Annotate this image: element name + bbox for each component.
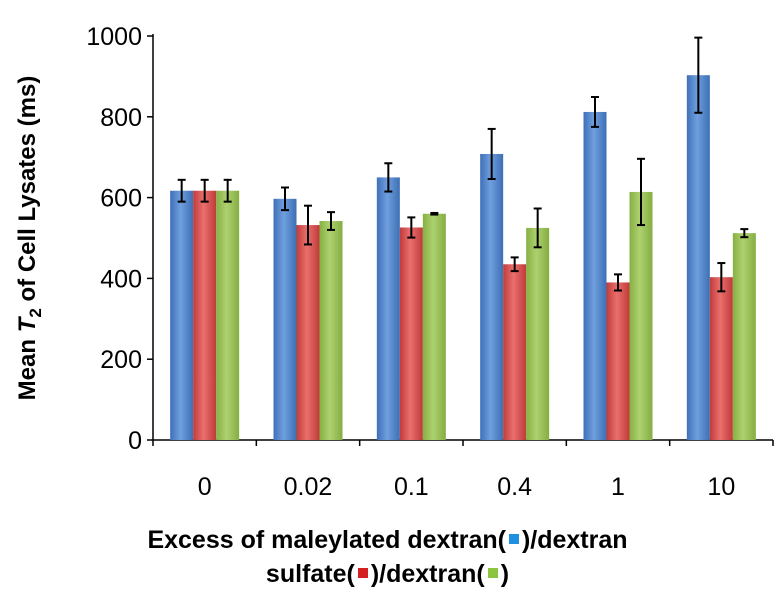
y-tick-label: 200 <box>100 346 142 374</box>
blue-series-swatch <box>508 534 519 545</box>
red-bar <box>503 264 527 440</box>
blue-bar <box>480 153 504 440</box>
x-axis-title: Excess of maleylated dextran()/dextran s… <box>147 526 628 588</box>
green-bar <box>526 227 550 440</box>
y-tick-label: 1000 <box>86 23 142 51</box>
blue-bar <box>583 111 607 441</box>
y-axis-title: Mean T2 of Cell Lysates (ms) <box>14 76 45 401</box>
green-bar <box>732 233 756 440</box>
y-tick-label: 600 <box>100 185 142 213</box>
x-tick-label: 0.02 <box>284 473 333 501</box>
x-tick-label: 0 <box>198 473 212 501</box>
blue-bar <box>376 177 400 440</box>
x-tick-label: 0.4 <box>497 473 532 501</box>
blue-bar <box>170 190 194 440</box>
red-bar <box>606 282 630 440</box>
red-bar <box>193 190 217 440</box>
green-bar <box>216 190 240 440</box>
y-tick-label: 800 <box>100 104 142 132</box>
red-series-swatch <box>357 568 368 579</box>
green-bar <box>629 191 653 440</box>
x-tick-label: 0.1 <box>394 473 429 501</box>
y-tick-label: 0 <box>128 427 142 455</box>
red-bar <box>399 227 423 440</box>
x-tick-label: 10 <box>707 473 735 501</box>
x-tick-label: 1 <box>611 473 625 501</box>
blue-bar <box>273 198 297 440</box>
blue-bar <box>686 75 710 441</box>
green-bar <box>422 213 446 440</box>
green-bar <box>319 221 343 440</box>
bar-chart: 0 200 400 600 800 1000 0 0.02 0.1 0.4 1 10 Mean T2 … <box>14 23 774 501</box>
y-tick-label: 400 <box>100 265 142 293</box>
green-series-swatch <box>487 568 498 579</box>
red-bar <box>709 277 733 440</box>
red-bar <box>296 225 320 440</box>
